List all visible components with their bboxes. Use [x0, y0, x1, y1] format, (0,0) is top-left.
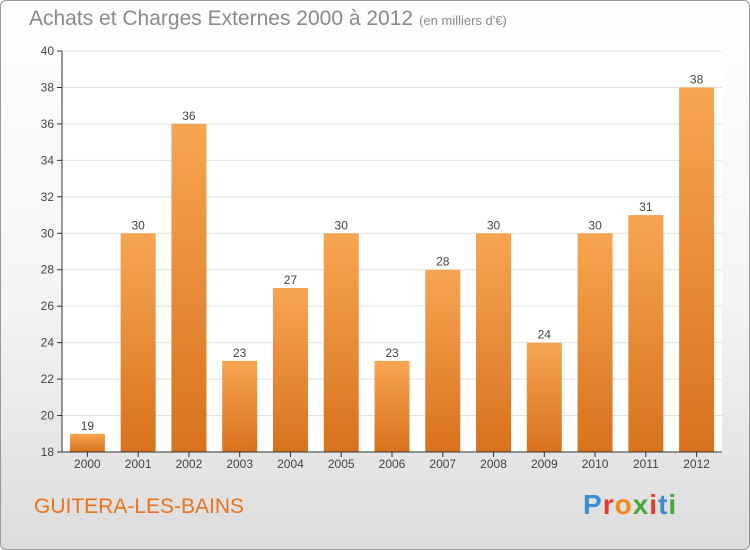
logo-letter: P — [583, 489, 603, 520]
bar-2012 — [679, 87, 715, 453]
data-label: 30 — [131, 218, 145, 232]
logo-letter: o — [614, 489, 633, 520]
bar-2005 — [323, 233, 359, 452]
data-label: 19 — [81, 419, 95, 433]
logo-letter: i — [668, 489, 678, 520]
data-label: 30 — [588, 218, 602, 232]
bar-2004 — [272, 287, 308, 452]
x-tick-label: 2007 — [429, 457, 456, 471]
logo-letter: r — [602, 489, 615, 520]
data-label: 31 — [639, 200, 653, 214]
x-tick-label: 2001 — [125, 457, 152, 471]
bar-2009 — [526, 342, 562, 452]
x-tick-label: 2012 — [683, 457, 710, 471]
y-tick-label: 34 — [41, 153, 55, 167]
bar-2003 — [222, 360, 258, 452]
x-tick-label: 2004 — [277, 457, 304, 471]
y-tick-label: 20 — [41, 409, 55, 423]
bar-2006 — [374, 360, 410, 452]
y-tick-label: 40 — [41, 44, 55, 58]
x-tick-label: 2009 — [531, 457, 558, 471]
data-label: 27 — [284, 273, 298, 287]
proxiti-logo: Proxiti — [583, 489, 677, 521]
bar-2002 — [171, 123, 207, 452]
bar-2007 — [425, 269, 461, 452]
bar-2010 — [577, 233, 613, 452]
x-tick-label: 2003 — [226, 457, 253, 471]
y-tick-label: 24 — [41, 336, 55, 350]
x-tick-label: 2006 — [379, 457, 406, 471]
x-tick-label: 2005 — [328, 457, 355, 471]
x-tick-label: 2008 — [480, 457, 507, 471]
y-tick-label: 30 — [41, 226, 55, 240]
x-tick-label: 2010 — [582, 457, 609, 471]
data-label: 30 — [487, 218, 501, 232]
y-tick-label: 28 — [41, 263, 55, 277]
y-tick-label: 22 — [41, 372, 55, 386]
data-label: 23 — [233, 346, 247, 360]
y-tick-label: 38 — [41, 80, 55, 94]
y-tick-label: 18 — [41, 445, 55, 459]
data-label: 30 — [335, 218, 349, 232]
data-label: 38 — [690, 72, 704, 86]
data-label: 24 — [538, 328, 552, 342]
chart-subtitle: (en milliers d'€) — [419, 13, 507, 28]
data-label: 23 — [385, 346, 399, 360]
chart-title-text: Achats et Charges Externes 2000 à 2012 — [29, 7, 414, 30]
x-tick-label: 2002 — [176, 457, 203, 471]
bar-2011 — [628, 215, 664, 452]
y-tick-label: 32 — [41, 190, 55, 204]
x-tick-label: 2011 — [633, 457, 659, 471]
place-name: GUITERA-LES-BAINS — [34, 495, 245, 518]
data-label: 28 — [436, 255, 450, 269]
x-tick-label: 2000 — [74, 457, 101, 471]
logo-letter: x — [632, 489, 650, 520]
bar-2000 — [69, 433, 105, 452]
logo-letter: t — [658, 489, 669, 520]
bar-2001 — [120, 233, 156, 452]
logo-letter: i — [649, 489, 659, 520]
chart-title: Achats et Charges Externes 2000 à 2012 (e… — [29, 7, 507, 31]
y-tick-label: 36 — [41, 117, 55, 131]
data-label: 36 — [182, 109, 196, 123]
y-tick-label: 26 — [41, 299, 55, 313]
bar-2008 — [476, 233, 512, 452]
